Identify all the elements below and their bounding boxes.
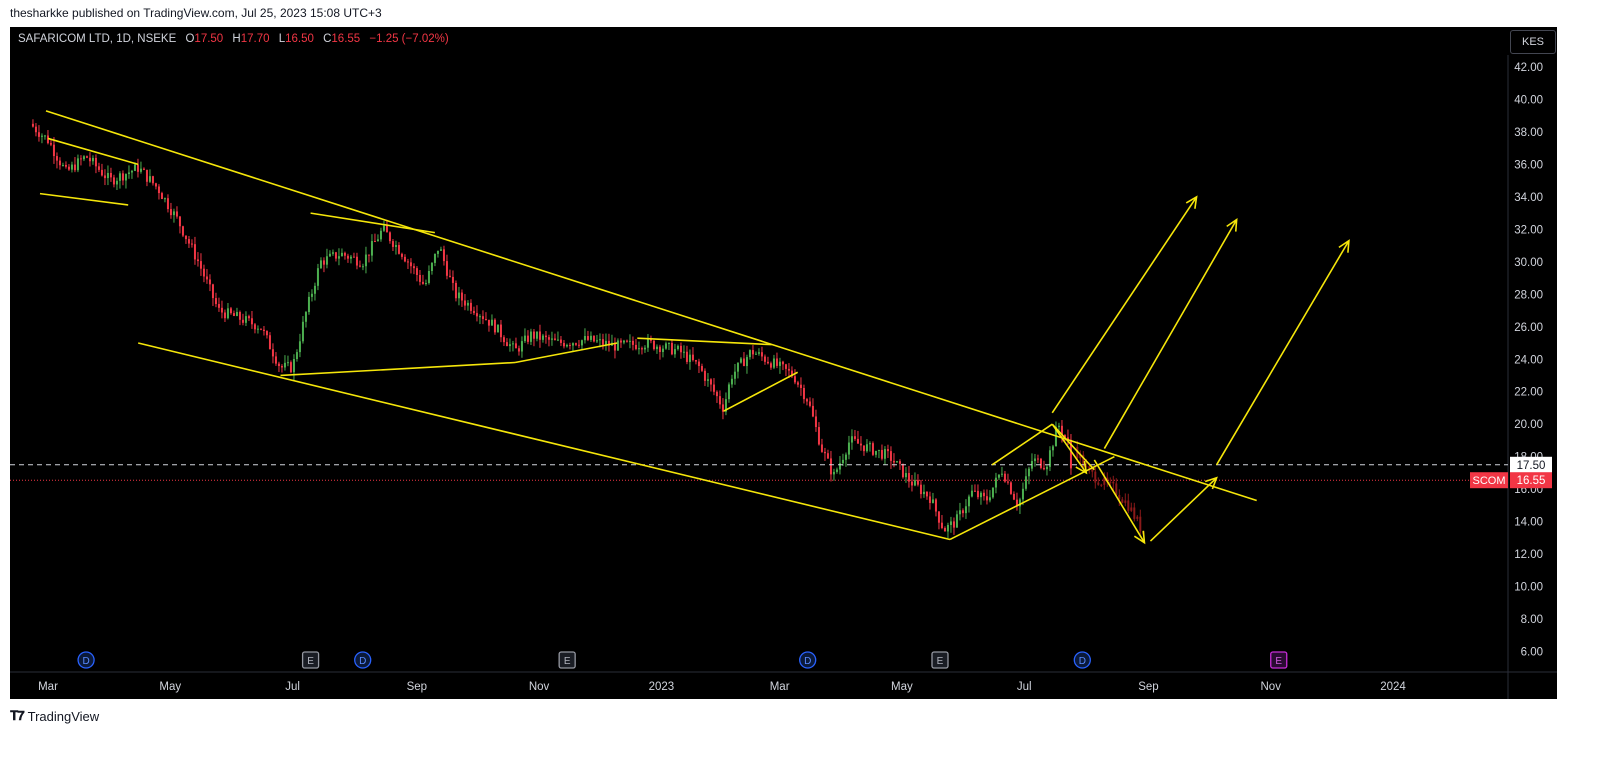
high-label: H bbox=[232, 33, 241, 45]
open-value: 17.50 bbox=[194, 33, 224, 45]
symbol-name: SAFARICOM LTD, 1D, NSEKE bbox=[18, 33, 177, 45]
high-value: 17.70 bbox=[240, 33, 270, 45]
symbol-legend[interactable]: SAFARICOM LTD, 1D, NSEKE O17.50 H17.70 L… bbox=[18, 33, 449, 45]
open-label: O bbox=[185, 33, 195, 45]
close-label: C bbox=[323, 33, 332, 45]
tradingview-logo[interactable]: 𝐓𝟕 TradingView bbox=[10, 708, 99, 724]
brand-name: TradingView bbox=[27, 708, 100, 724]
chart-frame[interactable] bbox=[10, 27, 1557, 699]
currency-button[interactable]: KES bbox=[1510, 30, 1556, 54]
low-label: L bbox=[278, 33, 286, 45]
change-value: −1.25 (−7.02%) bbox=[369, 33, 449, 45]
low-value: 16.50 bbox=[285, 33, 314, 45]
tradingview-logo-icon: 𝐓𝟕 bbox=[10, 708, 25, 723]
publish-caption: thesharkke published on TradingView.com,… bbox=[10, 6, 382, 20]
close-value: 16.55 bbox=[331, 33, 361, 45]
